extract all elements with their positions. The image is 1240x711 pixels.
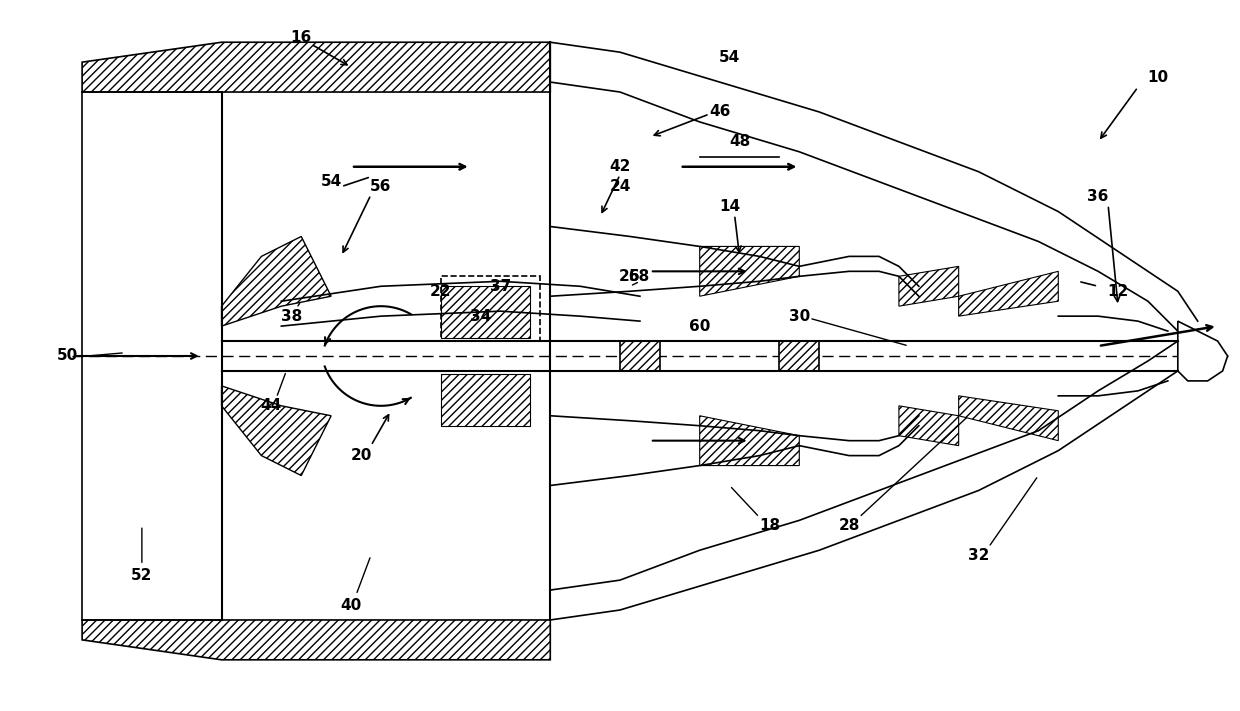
Text: 30: 30 — [789, 309, 810, 324]
Polygon shape — [620, 341, 660, 371]
Text: 58: 58 — [629, 269, 651, 284]
Text: 54: 54 — [719, 50, 740, 65]
Polygon shape — [959, 396, 1058, 441]
Text: 28: 28 — [838, 518, 859, 533]
Text: 54: 54 — [320, 174, 342, 189]
Polygon shape — [82, 42, 551, 92]
Text: 44: 44 — [260, 398, 281, 413]
Text: 38: 38 — [280, 309, 301, 324]
Polygon shape — [899, 267, 959, 306]
Polygon shape — [699, 247, 800, 296]
Text: 10: 10 — [1147, 70, 1168, 85]
Polygon shape — [440, 374, 531, 426]
Text: 12: 12 — [1107, 284, 1128, 299]
Bar — [440, 277, 541, 341]
Text: 16: 16 — [290, 30, 312, 45]
Polygon shape — [959, 272, 1058, 316]
Text: 34: 34 — [470, 309, 491, 324]
Polygon shape — [222, 237, 331, 326]
Text: 46: 46 — [709, 105, 730, 119]
Text: 32: 32 — [968, 547, 990, 562]
Text: 26: 26 — [619, 269, 641, 284]
Polygon shape — [1178, 321, 1228, 381]
Text: 42: 42 — [609, 159, 631, 174]
Text: 56: 56 — [371, 179, 392, 194]
Text: 50: 50 — [57, 348, 78, 363]
Text: 60: 60 — [689, 319, 711, 333]
Polygon shape — [780, 341, 820, 371]
Text: 48: 48 — [729, 134, 750, 149]
Text: 20: 20 — [351, 448, 372, 463]
Polygon shape — [699, 416, 800, 466]
Text: 40: 40 — [341, 597, 362, 612]
Text: 37: 37 — [490, 279, 511, 294]
Polygon shape — [440, 287, 531, 338]
Polygon shape — [899, 406, 959, 446]
Text: 22: 22 — [430, 284, 451, 299]
Text: 36: 36 — [1087, 189, 1109, 204]
Polygon shape — [222, 386, 331, 476]
Text: 24: 24 — [609, 179, 631, 194]
Text: 52: 52 — [131, 567, 153, 582]
Text: 18: 18 — [759, 518, 780, 533]
Polygon shape — [82, 620, 551, 660]
Text: 14: 14 — [719, 199, 740, 214]
